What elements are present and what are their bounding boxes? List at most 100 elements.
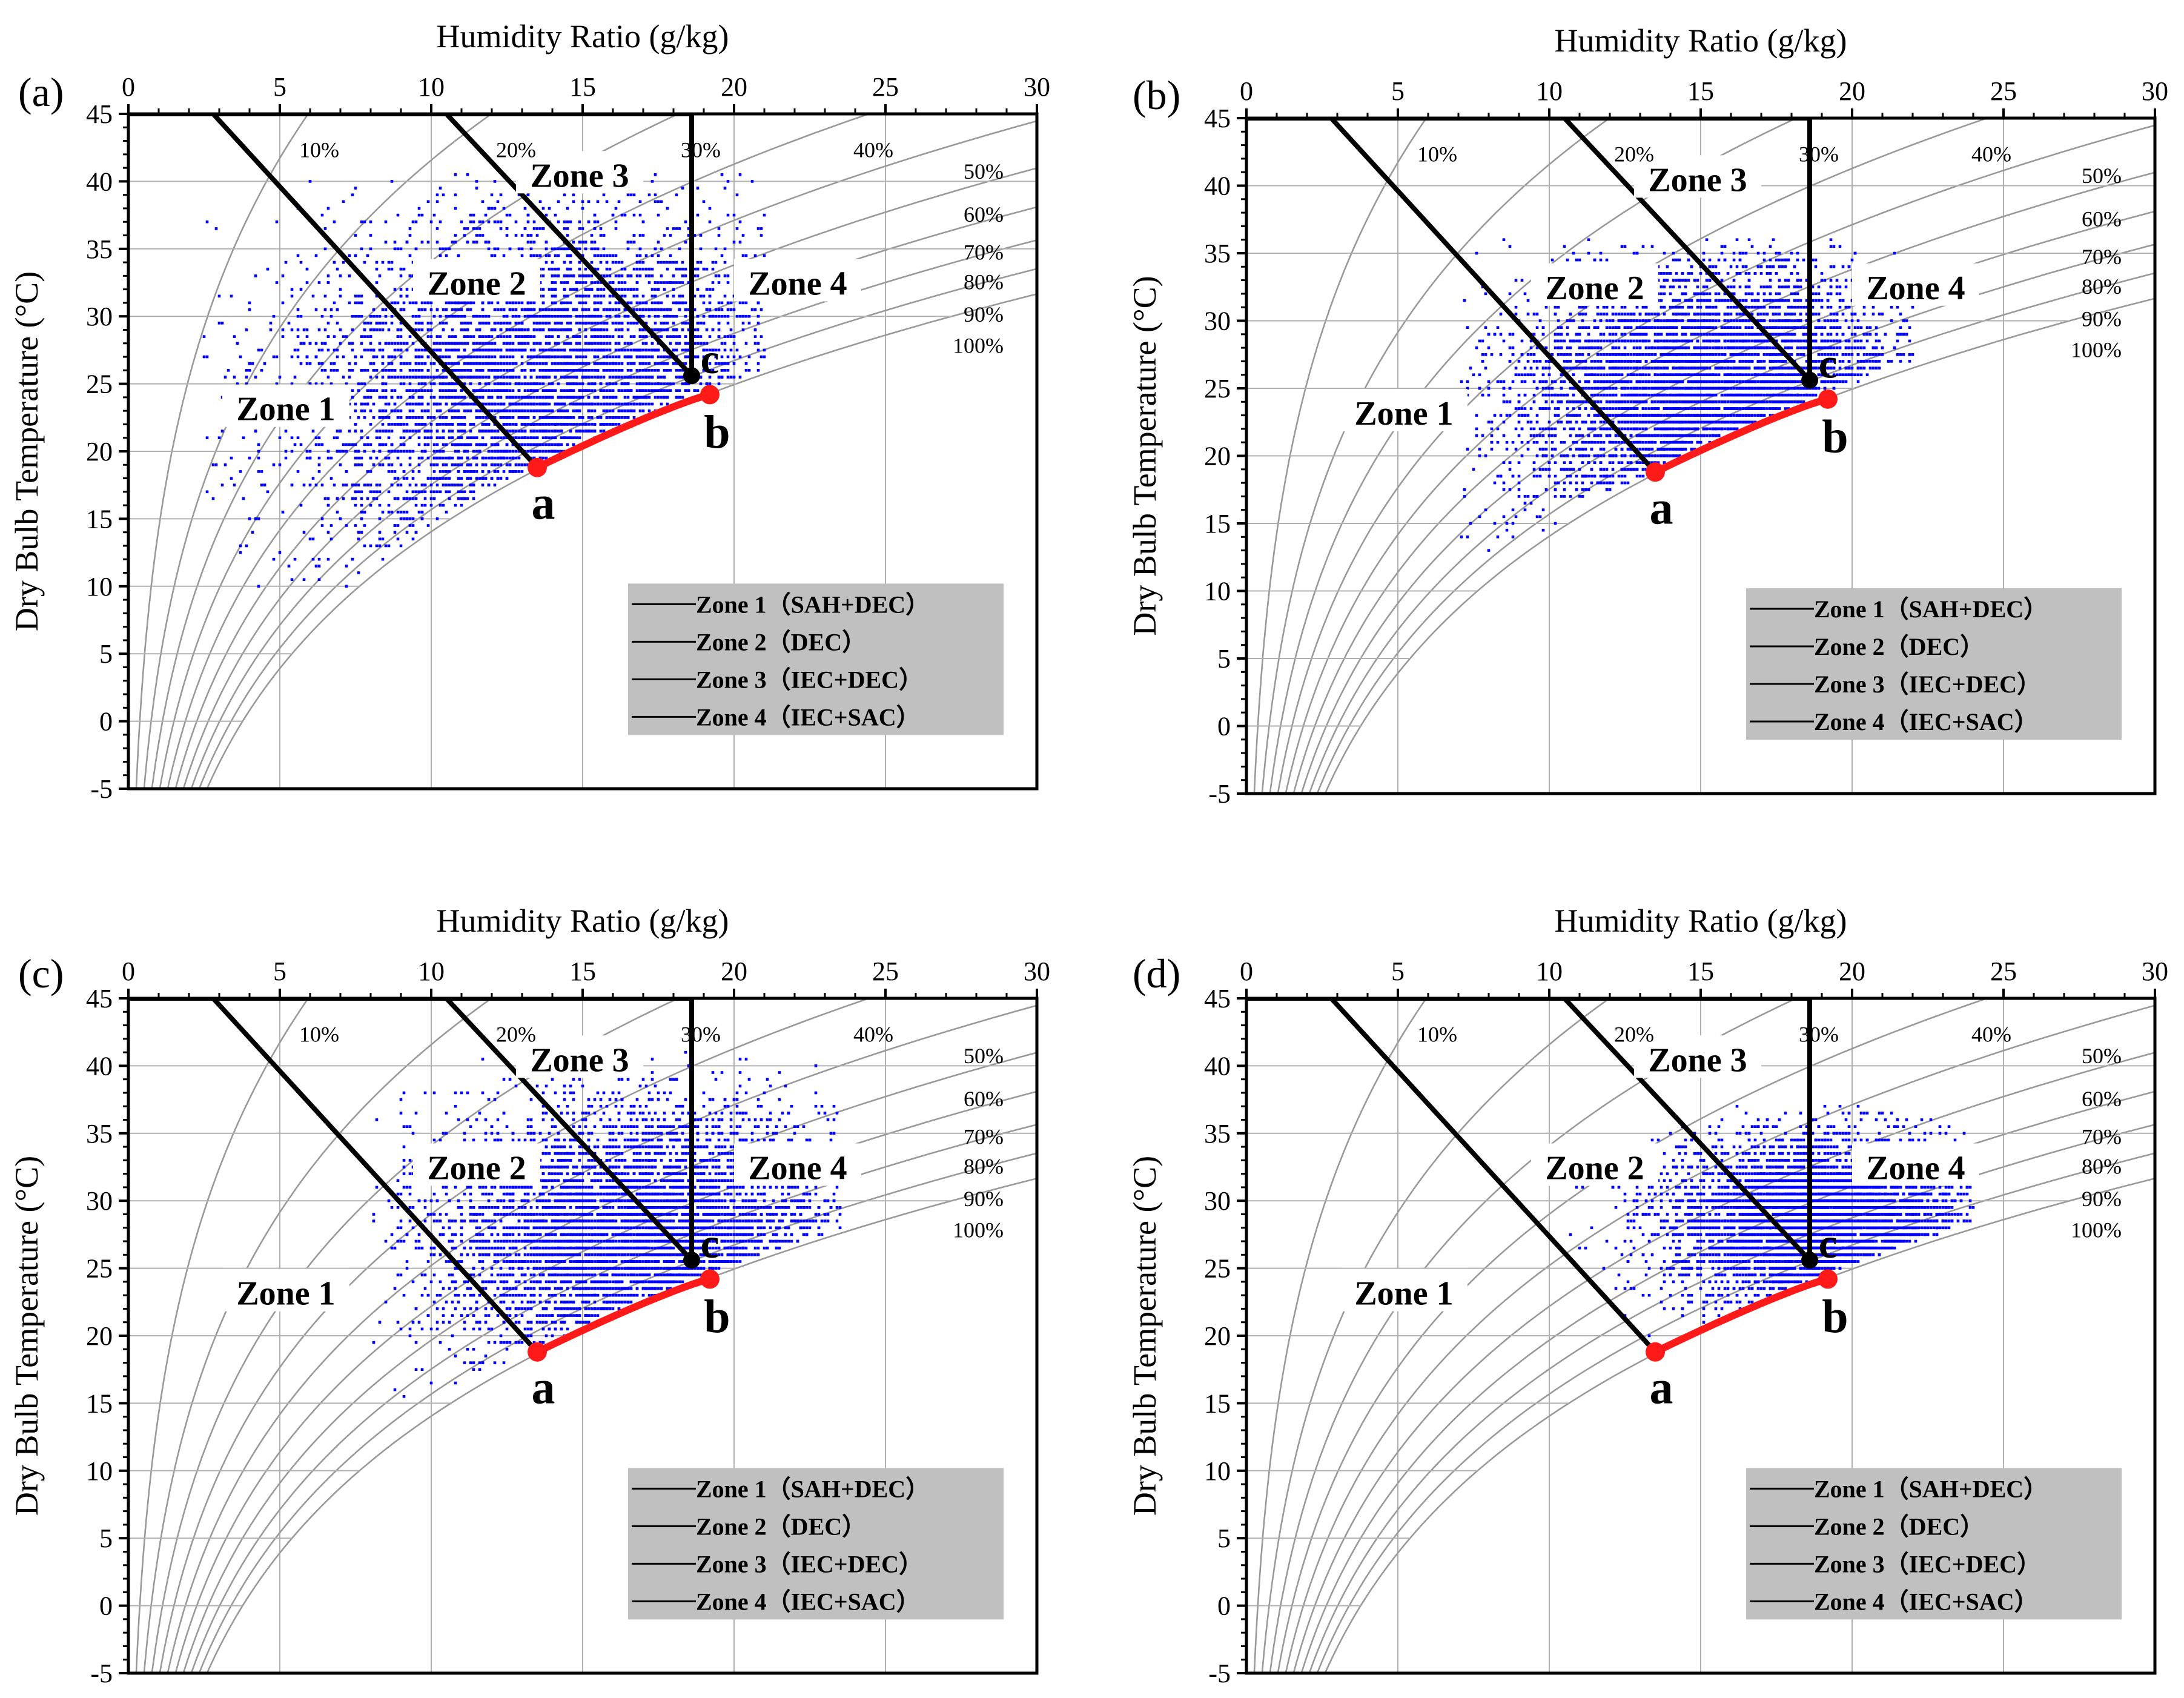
scatter-point	[630, 403, 633, 406]
scatter-point	[533, 362, 536, 365]
scatter-point	[336, 322, 339, 325]
scatter-point	[327, 349, 330, 352]
scatter-point	[466, 308, 469, 311]
scatter-point	[675, 281, 678, 284]
scatter-point	[557, 349, 560, 352]
scatter-point	[542, 315, 545, 318]
scatter-point	[557, 396, 560, 399]
scatter-point	[672, 322, 675, 325]
scatter-point	[418, 362, 421, 365]
scatter-point	[485, 429, 488, 433]
scatter-point	[703, 322, 706, 325]
scatter-point	[627, 369, 630, 372]
scatter-point	[397, 416, 400, 419]
scatter-point	[448, 477, 451, 480]
scatter-point	[478, 396, 481, 399]
scatter-point	[551, 281, 554, 284]
scatter-point	[357, 416, 360, 419]
scatter-point	[581, 322, 584, 325]
scatter-point	[542, 328, 545, 331]
scatter-point	[442, 356, 445, 359]
scatter-point	[612, 396, 615, 399]
scatter-point	[394, 389, 397, 392]
scatter-point	[409, 450, 412, 453]
scatter-point	[239, 356, 242, 359]
scatter-point	[697, 315, 700, 318]
scatter-point	[509, 356, 512, 359]
scatter-point	[430, 376, 433, 379]
scatter-point	[566, 227, 569, 230]
scatter-point	[515, 457, 518, 460]
scatter-point	[415, 322, 418, 325]
scatter-point	[633, 376, 636, 379]
scatter-point	[333, 362, 336, 365]
scatter-point	[515, 410, 518, 413]
scatter-point	[366, 403, 369, 406]
scatter-point	[709, 288, 712, 291]
scatter-point	[406, 403, 409, 406]
scatter-point	[697, 356, 700, 359]
scatter-point	[376, 369, 379, 372]
scatter-point	[321, 483, 324, 486]
scatter-point	[430, 335, 433, 338]
scatter-point	[497, 349, 500, 352]
scatter-point	[581, 396, 584, 399]
scatter-point	[763, 254, 766, 257]
scatter-point	[442, 457, 445, 460]
scatter-point	[675, 369, 678, 372]
scatter-point	[494, 356, 497, 359]
scatter-point	[669, 308, 672, 311]
scatter-point	[415, 349, 418, 352]
scatter-point	[587, 315, 591, 318]
scatter-point	[457, 416, 460, 419]
scatter-point	[518, 470, 521, 473]
scatter-point	[494, 207, 497, 210]
scatter-point	[409, 335, 412, 338]
scatter-point	[442, 416, 445, 419]
scatter-point	[536, 362, 539, 365]
scatter-point	[424, 382, 427, 385]
scatter-point	[587, 396, 591, 399]
scatter-point	[297, 470, 300, 473]
scatter-point	[600, 403, 603, 406]
scatter-point	[406, 376, 409, 379]
scatter-point	[488, 470, 491, 473]
scatter-point	[672, 274, 675, 277]
scatter-point	[500, 221, 503, 224]
scatter-point	[615, 356, 618, 359]
scatter-point	[460, 429, 463, 433]
scatter-point	[309, 483, 312, 486]
scatter-point	[642, 369, 645, 372]
scatter-point	[463, 423, 466, 426]
scatter-point	[285, 450, 288, 453]
scatter-point	[488, 382, 491, 385]
scatter-point	[681, 268, 684, 271]
scatter-point	[606, 410, 609, 413]
scatter-point	[500, 356, 503, 359]
scatter-point	[245, 376, 248, 379]
scatter-point	[448, 382, 451, 385]
scatter-point	[730, 335, 733, 338]
scatter-point	[642, 362, 645, 365]
scatter-point	[539, 410, 542, 413]
scatter-point	[509, 322, 512, 325]
scatter-point	[509, 248, 512, 251]
scatter-point	[481, 470, 485, 473]
scatter-point	[572, 443, 575, 446]
scatter-point	[318, 463, 321, 466]
scatter-point	[554, 322, 557, 325]
scatter-point	[754, 342, 757, 345]
scatter-point	[369, 545, 372, 548]
scatter-point	[424, 429, 427, 433]
scatter-point	[548, 254, 551, 257]
scatter-point	[297, 315, 300, 318]
scatter-point	[721, 308, 724, 311]
scatter-point	[551, 429, 554, 433]
scatter-point	[669, 234, 672, 237]
scatter-point	[651, 268, 654, 271]
scatter-point	[418, 376, 421, 379]
scatter-point	[439, 376, 442, 379]
scatter-point	[312, 558, 315, 561]
scatter-point	[621, 349, 624, 352]
scatter-point	[539, 308, 542, 311]
